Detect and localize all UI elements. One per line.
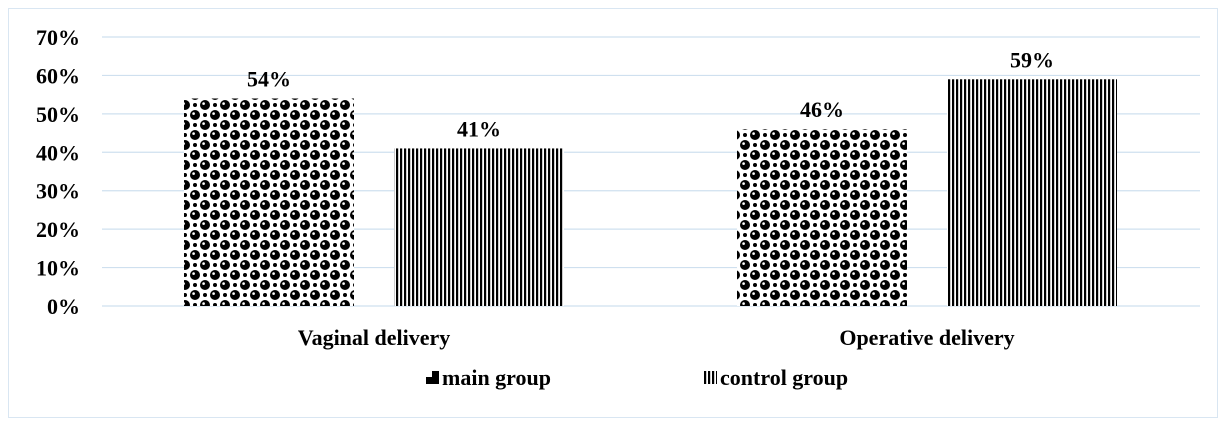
data-label: 46% — [800, 97, 844, 122]
legend-label: main group — [442, 365, 551, 390]
bar-main-group-operative-delivery — [737, 129, 907, 306]
data-label: 54% — [247, 66, 291, 91]
bar-control-group-vaginal-delivery — [394, 148, 564, 306]
bars — [184, 79, 1117, 307]
data-labels: 54% 41% 46% 59% — [247, 47, 1054, 141]
legend-swatch-control-group — [704, 371, 717, 384]
legend: main group control group — [426, 365, 848, 390]
y-tick-label: 20% — [36, 217, 80, 242]
legend-label: control group — [720, 365, 848, 390]
y-tick-label: 50% — [36, 102, 80, 127]
legend-item: main group — [426, 365, 551, 390]
x-axis-categories: Vaginal delivery Operative delivery — [298, 325, 1015, 350]
legend-swatch-highlight — [426, 371, 432, 377]
x-category-label: Vaginal delivery — [298, 325, 451, 350]
legend-item: control group — [704, 365, 848, 390]
y-axis-ticks: 0% 10% 20% 30% 40% 50% 60% 70% — [36, 25, 80, 319]
y-tick-label: 10% — [36, 256, 80, 281]
y-tick-label: 60% — [36, 63, 80, 88]
bar-main-group-vaginal-delivery — [184, 98, 354, 306]
bar-control-group-operative-delivery — [947, 79, 1117, 307]
y-tick-label: 40% — [36, 140, 80, 165]
data-label: 41% — [457, 116, 501, 141]
y-tick-label: 30% — [36, 179, 80, 204]
data-label: 59% — [1010, 47, 1054, 72]
x-category-label: Operative delivery — [839, 325, 1014, 350]
y-tick-label: 70% — [36, 25, 80, 50]
y-tick-label: 0% — [47, 294, 80, 319]
